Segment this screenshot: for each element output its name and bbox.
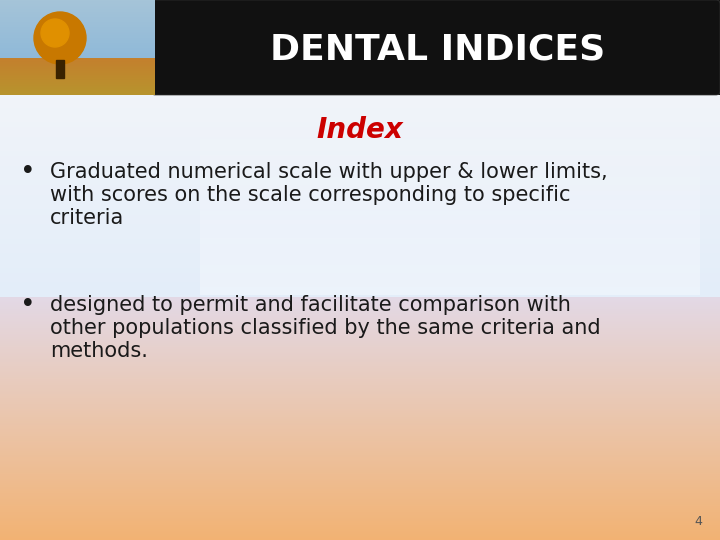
Text: designed to permit and facilitate comparison with: designed to permit and facilitate compar… xyxy=(50,295,571,315)
Text: with scores on the scale corresponding to specific: with scores on the scale corresponding t… xyxy=(50,185,570,205)
Circle shape xyxy=(41,19,69,47)
Text: •: • xyxy=(20,159,36,185)
Text: Index: Index xyxy=(317,116,403,144)
Text: 4: 4 xyxy=(694,515,702,528)
Text: •: • xyxy=(20,292,36,318)
Text: criteria: criteria xyxy=(50,208,125,228)
Text: Graduated numerical scale with upper & lower limits,: Graduated numerical scale with upper & l… xyxy=(50,162,608,182)
Bar xyxy=(0,0,720,95)
Text: DENTAL INDICES: DENTAL INDICES xyxy=(270,32,605,66)
Circle shape xyxy=(34,12,86,64)
Text: other populations classified by the same criteria and: other populations classified by the same… xyxy=(50,318,600,338)
FancyBboxPatch shape xyxy=(151,0,720,95)
Bar xyxy=(56,60,64,78)
Text: methods.: methods. xyxy=(50,341,148,361)
